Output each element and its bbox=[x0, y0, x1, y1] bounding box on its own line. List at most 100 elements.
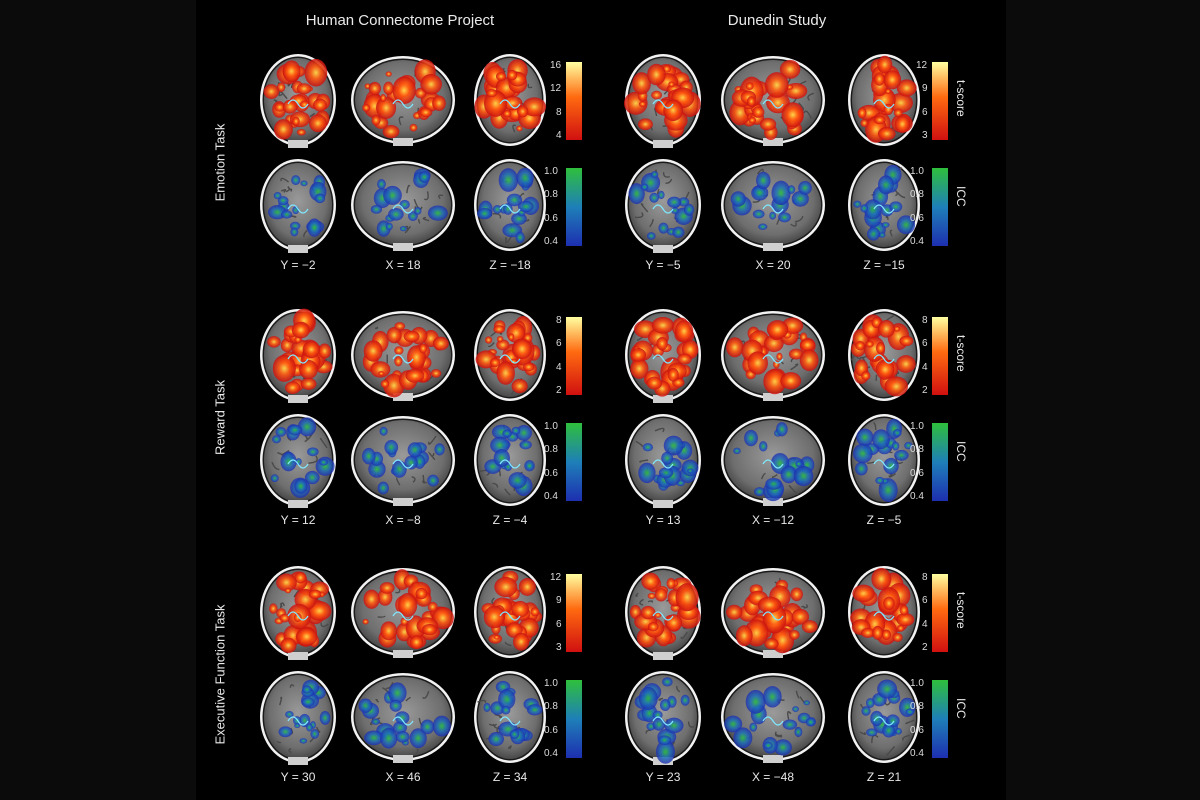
dunedin-axial-icc-slice-0 bbox=[848, 159, 920, 251]
hcp-icc-1-colorbar-tick: 0.8 bbox=[544, 444, 558, 456]
dunedin-icc-2-colorbar-tick: 0.4 bbox=[910, 748, 924, 759]
dunedin-icc-1-colorbar-tick: 1.0 bbox=[910, 421, 924, 432]
hcp-icc-0-colorbar-tick: 1.0 bbox=[544, 166, 558, 177]
hcp-tscore-0-colorbar-tick: 16 bbox=[550, 60, 562, 71]
dunedin-icc-0-colorbar-tick: 0.6 bbox=[910, 212, 924, 224]
hcp-tscore-0-colorbar-tick: 12 bbox=[550, 83, 562, 95]
hcp-icc-2-colorbar bbox=[566, 680, 582, 758]
dunedin-icc-0-colorbar-label: ICC bbox=[954, 186, 968, 207]
hcp-tscore-2-colorbar-tick: 3 bbox=[556, 642, 562, 653]
hcp-icc-2-colorbar-tick: 0.4 bbox=[544, 748, 558, 759]
hcp-sagittal-icc-slice-0 bbox=[351, 161, 455, 251]
dunedin-icc-0-colorbar bbox=[932, 168, 948, 246]
hcp-icc-0-colorbar-tick: 0.8 bbox=[544, 189, 558, 201]
dunedin-tscore-2-colorbar bbox=[932, 574, 948, 652]
hcp-axial-tscore-slice-2 bbox=[474, 566, 546, 658]
hcp-coord-coronal-1: Y = 12 bbox=[280, 513, 316, 527]
dunedin-coord-sagittal-1: X = −12 bbox=[751, 513, 795, 527]
dunedin-tscore-0-colorbar-tick: 9 bbox=[922, 83, 928, 95]
hcp-axial-icc-slice-1 bbox=[474, 414, 546, 506]
hcp-icc-1-colorbar-tick: 0.6 bbox=[544, 467, 558, 479]
hcp-tscore-1-colorbar-tick: 4 bbox=[556, 361, 562, 373]
hcp-axial-icc-slice-0 bbox=[474, 159, 546, 251]
hcp-sagittal-tscore-slice-2 bbox=[351, 568, 455, 658]
dunedin-axial-icc-slice-2 bbox=[848, 671, 920, 763]
hcp-coronal-icc-slice-0 bbox=[260, 159, 336, 253]
dunedin-tscore-0-colorbar bbox=[932, 62, 948, 140]
dunedin-icc-1-colorbar-label: ICC bbox=[954, 441, 968, 462]
hcp-tscore-0-colorbar-tick: 8 bbox=[556, 106, 562, 118]
hcp-coronal-tscore-slice-2 bbox=[260, 566, 336, 660]
dunedin-icc-0-colorbar-tick: 0.8 bbox=[910, 189, 924, 201]
dunedin-icc-0-colorbar-tick: 0.4 bbox=[910, 236, 924, 247]
hcp-tscore-1-colorbar-tick: 6 bbox=[556, 338, 562, 350]
dunedin-axial-tscore-slice-1 bbox=[848, 309, 920, 401]
dunedin-icc-1-colorbar-tick: 0.6 bbox=[910, 467, 924, 479]
dunedin-sagittal-icc-slice-1 bbox=[721, 416, 825, 506]
hcp-sagittal-icc-slice-2 bbox=[351, 673, 455, 763]
dunedin-icc-2-colorbar-tick: 0.8 bbox=[910, 701, 924, 713]
hcp-sagittal-tscore-slice-0 bbox=[351, 56, 455, 146]
hcp-axial-tscore-slice-1 bbox=[474, 309, 546, 401]
dunedin-icc-2-colorbar-tick: 1.0 bbox=[910, 678, 924, 689]
hcp-coronal-icc-slice-2 bbox=[260, 671, 336, 765]
hcp-coronal-tscore-slice-0 bbox=[260, 54, 336, 148]
dunedin-icc-0-colorbar-tick: 1.0 bbox=[910, 166, 924, 177]
dunedin-coronal-tscore-slice-2 bbox=[625, 566, 701, 660]
hcp-tscore-2-colorbar-tick: 12 bbox=[550, 572, 562, 583]
hcp-tscore-1-colorbar-tick: 8 bbox=[556, 315, 562, 326]
row-label-task-0: Emotion Task bbox=[212, 123, 228, 202]
dunedin-icc-1-colorbar bbox=[932, 423, 948, 501]
dunedin-tscore-0-colorbar-tick: 12 bbox=[916, 60, 928, 71]
hcp-coord-sagittal-1: X = −8 bbox=[385, 513, 421, 527]
dunedin-coord-sagittal-0: X = 20 bbox=[755, 258, 791, 272]
hcp-coord-sagittal-2: X = 46 bbox=[385, 770, 421, 784]
hcp-sagittal-icc-slice-1 bbox=[351, 416, 455, 506]
dunedin-coord-sagittal-2: X = −48 bbox=[751, 770, 795, 784]
dunedin-tscore-2-colorbar-tick: 4 bbox=[922, 618, 928, 630]
dunedin-icc-2-colorbar bbox=[932, 680, 948, 758]
dunedin-icc-1-colorbar-tick: 0.4 bbox=[910, 491, 924, 502]
hcp-icc-0-colorbar-tick: 0.4 bbox=[544, 236, 558, 247]
dunedin-tscore-1-colorbar-tick: 2 bbox=[922, 385, 928, 396]
hcp-icc-2-colorbar-tick: 0.8 bbox=[544, 701, 558, 713]
hcp-coord-axial-1: Z = −4 bbox=[492, 513, 528, 527]
hcp-icc-0-colorbar bbox=[566, 168, 582, 246]
dunedin-icc-2-colorbar-label: ICC bbox=[954, 698, 968, 719]
dunedin-tscore-2-colorbar-tick: 8 bbox=[922, 572, 928, 583]
column-title-hcp: Human Connectome Project bbox=[305, 12, 495, 29]
dunedin-tscore-2-colorbar-tick: 6 bbox=[922, 595, 928, 607]
hcp-icc-1-colorbar-tick: 0.4 bbox=[544, 491, 558, 502]
hcp-tscore-0-colorbar bbox=[566, 62, 582, 140]
dunedin-tscore-1-colorbar bbox=[932, 317, 948, 395]
dunedin-coord-coronal-1: Y = 13 bbox=[645, 513, 681, 527]
dunedin-coord-axial-0: Z = −15 bbox=[863, 258, 905, 272]
dunedin-coronal-icc-slice-0 bbox=[625, 159, 701, 253]
dunedin-tscore-0-colorbar-tick: 6 bbox=[922, 106, 928, 118]
hcp-coronal-tscore-slice-1 bbox=[260, 308, 336, 403]
hcp-icc-1-colorbar bbox=[566, 423, 582, 501]
dunedin-tscore-2-colorbar-tick: 2 bbox=[922, 642, 928, 653]
hcp-tscore-1-colorbar-tick: 2 bbox=[556, 385, 562, 396]
dunedin-icc-1-colorbar-tick: 0.8 bbox=[910, 444, 924, 456]
hcp-coord-axial-0: Z = −18 bbox=[489, 258, 531, 272]
hcp-icc-1-colorbar-tick: 1.0 bbox=[544, 421, 558, 432]
hcp-icc-2-colorbar-tick: 0.6 bbox=[544, 724, 558, 736]
hcp-tscore-2-colorbar-tick: 6 bbox=[556, 618, 562, 630]
hcp-coord-coronal-2: Y = 30 bbox=[280, 770, 316, 784]
hcp-coord-coronal-0: Y = −2 bbox=[280, 258, 316, 272]
hcp-icc-2-colorbar-tick: 1.0 bbox=[544, 678, 558, 689]
dunedin-tscore-0-colorbar-tick: 3 bbox=[922, 130, 928, 141]
dunedin-coronal-icc-slice-1 bbox=[625, 414, 701, 508]
row-label-task-2: Executive Function Task bbox=[212, 604, 228, 745]
dunedin-coronal-tscore-slice-0 bbox=[623, 54, 701, 148]
column-title-dunedin: Dunedin Study bbox=[727, 12, 827, 29]
hcp-tscore-2-colorbar-tick: 9 bbox=[556, 595, 562, 607]
dunedin-coord-axial-2: Z = 21 bbox=[866, 770, 902, 784]
hcp-tscore-0-colorbar-tick: 4 bbox=[556, 130, 562, 141]
dunedin-sagittal-tscore-slice-1 bbox=[721, 311, 825, 401]
dunedin-axial-tscore-slice-0 bbox=[848, 54, 920, 146]
hcp-axial-icc-slice-2 bbox=[474, 671, 546, 763]
